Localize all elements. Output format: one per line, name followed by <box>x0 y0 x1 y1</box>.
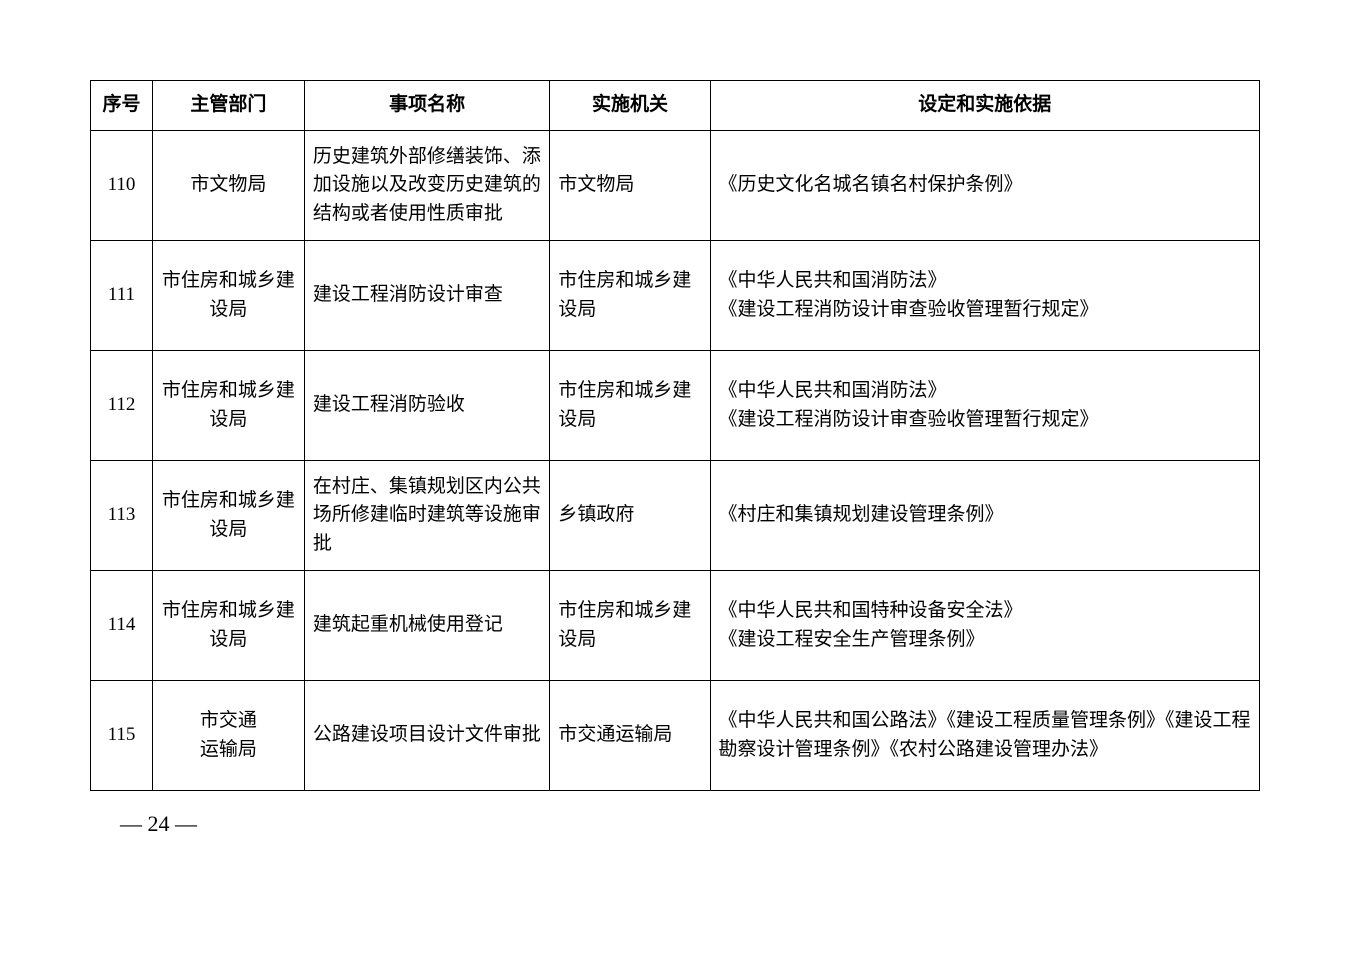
cell-agency: 市住房和城乡建设局 <box>550 241 710 351</box>
cell-item: 建设工程消防设计审查 <box>304 241 549 351</box>
cell-dept: 市住房和城乡建设局 <box>152 461 304 571</box>
table-row: 113市住房和城乡建设局在村庄、集镇规划区内公共场所修建临时建筑等设施审批乡镇政… <box>91 461 1260 571</box>
cell-agency: 市交通运输局 <box>550 681 710 791</box>
header-basis: 设定和实施依据 <box>710 81 1259 131</box>
cell-seq: 114 <box>91 571 153 681</box>
cell-basis: 《历史文化名城名镇名村保护条例》 <box>710 131 1259 241</box>
header-dept: 主管部门 <box>152 81 304 131</box>
cell-dept: 市交通运输局 <box>152 681 304 791</box>
cell-dept: 市住房和城乡建设局 <box>152 351 304 461</box>
cell-dept: 市住房和城乡建设局 <box>152 571 304 681</box>
header-agency: 实施机关 <box>550 81 710 131</box>
header-item: 事项名称 <box>304 81 549 131</box>
cell-seq: 112 <box>91 351 153 461</box>
page-number: — 24 — <box>120 811 1260 837</box>
cell-item: 建设工程消防验收 <box>304 351 549 461</box>
cell-basis: 《中华人民共和国公路法》《建设工程质量管理条例》《建设工程勘察设计管理条例》《农… <box>710 681 1259 791</box>
table-row: 114市住房和城乡建设局建筑起重机械使用登记市住房和城乡建设局《中华人民共和国特… <box>91 571 1260 681</box>
cell-seq: 115 <box>91 681 153 791</box>
cell-agency: 市文物局 <box>550 131 710 241</box>
table-row: 112市住房和城乡建设局建设工程消防验收市住房和城乡建设局《中华人民共和国消防法… <box>91 351 1260 461</box>
cell-agency: 市住房和城乡建设局 <box>550 571 710 681</box>
cell-basis: 《中华人民共和国消防法》《建设工程消防设计审查验收管理暂行规定》 <box>710 241 1259 351</box>
cell-item: 建筑起重机械使用登记 <box>304 571 549 681</box>
cell-item: 历史建筑外部修缮装饰、添加设施以及改变历史建筑的结构或者使用性质审批 <box>304 131 549 241</box>
cell-basis: 《中华人民共和国消防法》《建设工程消防设计审查验收管理暂行规定》 <box>710 351 1259 461</box>
cell-basis: 《中华人民共和国特种设备安全法》《建设工程安全生产管理条例》 <box>710 571 1259 681</box>
cell-seq: 110 <box>91 131 153 241</box>
table-row: 115市交通运输局公路建设项目设计文件审批市交通运输局《中华人民共和国公路法》《… <box>91 681 1260 791</box>
table-header-row: 序号 主管部门 事项名称 实施机关 设定和实施依据 <box>91 81 1260 131</box>
cell-agency: 市住房和城乡建设局 <box>550 351 710 461</box>
table-body: 110市文物局历史建筑外部修缮装饰、添加设施以及改变历史建筑的结构或者使用性质审… <box>91 131 1260 791</box>
table-row: 111市住房和城乡建设局建设工程消防设计审查市住房和城乡建设局《中华人民共和国消… <box>91 241 1260 351</box>
cell-item: 在村庄、集镇规划区内公共场所修建临时建筑等设施审批 <box>304 461 549 571</box>
data-table: 序号 主管部门 事项名称 实施机关 设定和实施依据 110市文物局历史建筑外部修… <box>90 80 1260 791</box>
cell-seq: 111 <box>91 241 153 351</box>
cell-agency: 乡镇政府 <box>550 461 710 571</box>
cell-dept: 市住房和城乡建设局 <box>152 241 304 351</box>
header-seq: 序号 <box>91 81 153 131</box>
cell-dept: 市文物局 <box>152 131 304 241</box>
table-row: 110市文物局历史建筑外部修缮装饰、添加设施以及改变历史建筑的结构或者使用性质审… <box>91 131 1260 241</box>
cell-basis: 《村庄和集镇规划建设管理条例》 <box>710 461 1259 571</box>
cell-item: 公路建设项目设计文件审批 <box>304 681 549 791</box>
cell-seq: 113 <box>91 461 153 571</box>
